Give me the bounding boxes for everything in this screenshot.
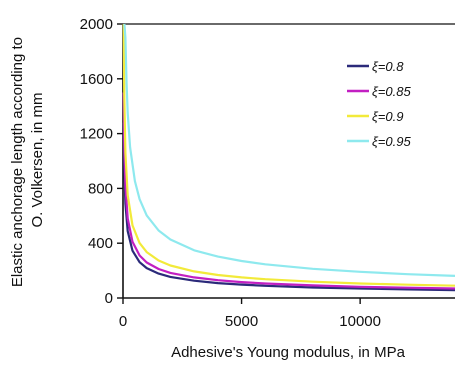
- y-tick-label: 2000: [80, 16, 113, 33]
- y-axis-title-line-2: O. Volkersen, in mm: [29, 92, 46, 227]
- legend-label-2: ξ=0.9: [372, 109, 403, 124]
- legend-label-3: ξ=0.95: [372, 134, 411, 149]
- y-tick-label: 800: [88, 180, 113, 197]
- x-tick-label: 5000: [225, 313, 258, 330]
- series-line-1: [122, 92, 455, 290]
- legend-label-0: ξ=0.8: [372, 59, 404, 74]
- ticks: 0 400 800 1200 1600 2000 0 5000 10000: [80, 16, 381, 330]
- legend: ξ=0.8 ξ=0.85 ξ=0.9 ξ=0.95: [347, 59, 411, 149]
- legend-label-1: ξ=0.85: [372, 84, 411, 99]
- y-tick-label: 400: [88, 235, 113, 252]
- series-line-2: [122, 23, 455, 287]
- series-line-3: [123, 23, 455, 277]
- y-tick-label: 1600: [80, 71, 113, 88]
- plot-frame: [122, 23, 455, 299]
- series-line-0: [122, 122, 455, 292]
- x-tick-label: 10000: [339, 313, 381, 330]
- series-lines: [122, 23, 455, 292]
- y-axis-title-line-1: Elastic anchorage length according to: [9, 37, 26, 287]
- x-tick-label: 0: [119, 313, 127, 330]
- y-tick-label: 1200: [80, 126, 113, 143]
- y-axis-title: Elastic anchorage length according to O.…: [9, 33, 46, 287]
- x-axis-title: Adhesive's Young modulus, in MPa: [171, 344, 406, 361]
- y-tick-label: 0: [105, 290, 113, 307]
